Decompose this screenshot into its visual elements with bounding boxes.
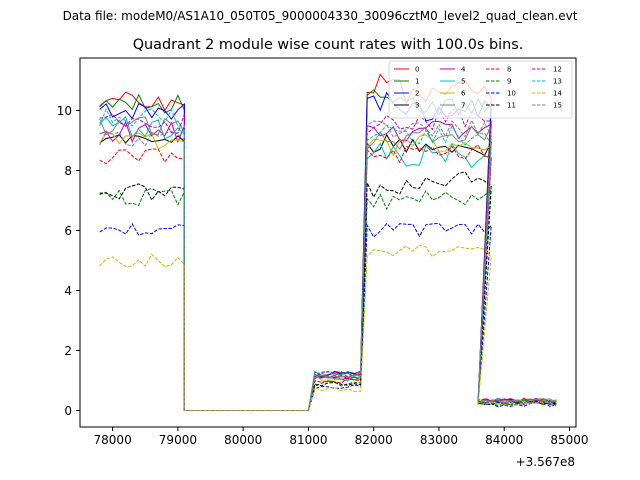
x-tick-label: 83000 bbox=[420, 433, 458, 447]
axes: 78000 79000 80000 81000 82000 83000 84000 85000… bbox=[57, 57, 589, 447]
legend-label-15: 15 bbox=[553, 102, 562, 110]
plot-frame bbox=[79, 57, 577, 428]
legend-box bbox=[388, 60, 573, 119]
series-line-15 bbox=[99, 118, 557, 411]
x-axis-offset: +3.567e8 bbox=[516, 455, 575, 469]
legend-label-13: 13 bbox=[553, 78, 562, 86]
series-line-8 bbox=[99, 144, 557, 411]
x-tick-label: 79000 bbox=[159, 433, 197, 447]
legend-label-12: 12 bbox=[553, 66, 562, 74]
legend-label-2: 2 bbox=[415, 90, 419, 98]
x-tick-label: 80000 bbox=[224, 433, 262, 447]
series-line-10 bbox=[99, 222, 557, 411]
x-tick-label: 84000 bbox=[485, 433, 523, 447]
legend-label-10: 10 bbox=[507, 90, 516, 98]
x-tick-label: 78000 bbox=[94, 433, 132, 447]
series-line-13 bbox=[99, 107, 557, 411]
legend-label-8: 8 bbox=[507, 66, 511, 74]
y-tick-label: 8 bbox=[64, 164, 72, 178]
y-tick-label: 6 bbox=[64, 224, 72, 238]
x-tick-label: 81000 bbox=[289, 433, 327, 447]
series-line-12 bbox=[99, 108, 557, 411]
legend-label-3: 3 bbox=[415, 102, 419, 110]
data-file-caption: Data file: modeM0/AS1A10_050T05_90000043… bbox=[63, 9, 578, 23]
legend-label-4: 4 bbox=[461, 66, 466, 74]
legend-label-5: 5 bbox=[461, 78, 465, 86]
legend-label-9: 9 bbox=[507, 78, 511, 86]
legend-label-7: 7 bbox=[461, 102, 465, 110]
x-tick-label: 85000 bbox=[550, 433, 588, 447]
legend-label-14: 14 bbox=[553, 90, 562, 98]
y-tick-label: 2 bbox=[64, 344, 72, 358]
legend-label-11: 11 bbox=[507, 102, 516, 110]
series-line-11 bbox=[99, 171, 557, 411]
series-line-5 bbox=[99, 116, 557, 411]
legend-label-1: 1 bbox=[415, 78, 419, 86]
y-tick-label: 0 bbox=[64, 404, 72, 418]
legend-label-6: 6 bbox=[461, 90, 466, 98]
y-tick-label: 4 bbox=[64, 284, 72, 298]
x-tick-label: 82000 bbox=[355, 433, 393, 447]
chart-title: Quadrant 2 module wise count rates with … bbox=[133, 37, 524, 53]
y-tick-label: 10 bbox=[57, 104, 72, 118]
plot-lines bbox=[99, 73, 557, 411]
series-line-14 bbox=[99, 244, 557, 411]
series-line-7 bbox=[99, 116, 557, 411]
legend-label-0: 0 bbox=[415, 66, 419, 74]
